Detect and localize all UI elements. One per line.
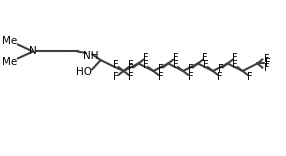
- Text: Me: Me: [2, 57, 18, 67]
- Text: N: N: [29, 46, 37, 56]
- Text: F: F: [202, 53, 208, 63]
- Text: F: F: [173, 53, 178, 63]
- Text: F: F: [158, 72, 163, 82]
- Text: F: F: [203, 60, 208, 70]
- Text: F: F: [264, 54, 269, 64]
- Text: Me: Me: [2, 36, 18, 46]
- Text: NH: NH: [83, 51, 99, 61]
- Text: F: F: [233, 60, 238, 70]
- Text: F: F: [114, 60, 119, 70]
- Text: F: F: [128, 64, 134, 74]
- Text: F: F: [128, 60, 134, 70]
- Text: F: F: [232, 53, 238, 63]
- Text: HO: HO: [76, 67, 92, 77]
- Text: F: F: [247, 72, 253, 82]
- Text: F: F: [265, 58, 271, 68]
- Text: F: F: [217, 72, 223, 82]
- Text: F: F: [114, 72, 119, 82]
- Text: F: F: [143, 53, 148, 63]
- Text: F: F: [188, 72, 193, 82]
- Text: F: F: [173, 60, 178, 70]
- Text: F: F: [128, 72, 134, 82]
- Text: F: F: [218, 64, 223, 74]
- Text: F: F: [143, 60, 149, 70]
- Text: F: F: [264, 63, 269, 73]
- Text: F: F: [158, 64, 164, 74]
- Text: F: F: [188, 64, 193, 74]
